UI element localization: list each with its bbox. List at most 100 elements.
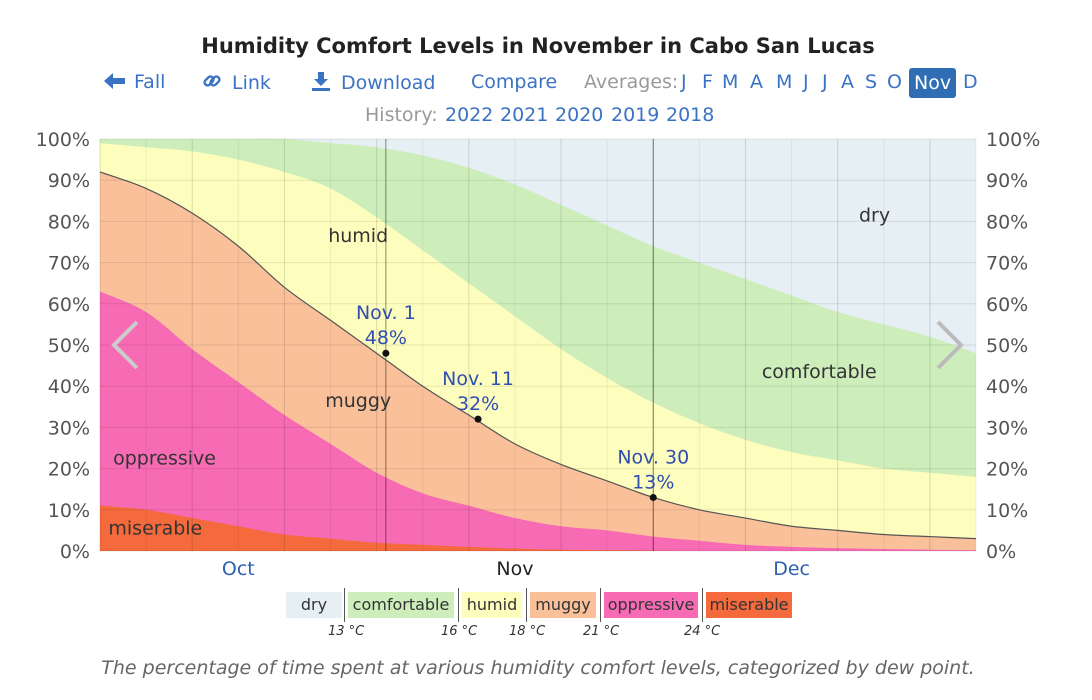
month-aug[interactable]: A — [841, 71, 854, 93]
link-label: Link — [232, 72, 271, 94]
y-tick-label-right: 10% — [986, 500, 1028, 522]
area-layers — [100, 138, 976, 552]
legend-humid: humid — [462, 592, 522, 618]
annotation-point — [382, 349, 390, 357]
chart-caption: The percentage of time spent at various … — [101, 657, 975, 679]
month-nov[interactable]: Nov — [909, 68, 957, 98]
legend-muggy: muggy — [530, 592, 596, 618]
y-tick-label-right: 70% — [986, 253, 1028, 275]
annotation-value: 32% — [457, 393, 499, 415]
annotation-date: Nov. 1 — [356, 302, 416, 324]
legend-separator — [702, 588, 703, 622]
y-tick-label-left: 70% — [48, 253, 90, 275]
y-tick-label-right: 50% — [986, 335, 1028, 357]
history-label: History: — [365, 104, 438, 126]
humidity-chart: 0% 10% 20% 30% 40% 50% 60% 70% 80% 90% 100% 0% 10% 2… — [36, 129, 1041, 580]
x-month-label: Nov — [496, 558, 533, 580]
y-tick-label-right: 100% — [986, 129, 1040, 151]
area-label-muggy: muggy — [325, 390, 391, 412]
annotation-date: Nov. 11 — [442, 368, 514, 390]
history-year-2021[interactable]: 2021 — [500, 104, 549, 126]
x-month-label: Dec — [773, 558, 810, 580]
annotation-point — [649, 493, 657, 501]
month-mar[interactable]: M — [722, 71, 739, 93]
threshold-24: 24 °C — [684, 624, 721, 639]
month-apr[interactable]: A — [750, 71, 763, 93]
legend-separator — [458, 588, 459, 622]
y-tick-label-left: 0% — [60, 541, 90, 563]
boundary-line — [99, 171, 977, 540]
nav-bar: Fall Link Download Compare Averages: J F… — [0, 68, 1092, 100]
area-label-oppressive: oppressive — [113, 447, 216, 469]
y-tick-label-left: 10% — [48, 500, 90, 522]
area-oppressive — [100, 291, 976, 551]
left-arrow-icon — [104, 73, 125, 89]
grid-lines — [99, 138, 977, 552]
history-year-2020[interactable]: 2020 — [555, 104, 604, 126]
link-link[interactable]: Link — [202, 71, 271, 94]
y-axis-left: 0% 10% 20% 30% 40% 50% 60% 70% 80% 90% 100% — [36, 129, 90, 563]
area-labels: dry comfortable humid muggy oppressive misera… — [108, 204, 890, 539]
y-tick-label-left: 30% — [48, 417, 90, 439]
month-feb[interactable]: F — [702, 71, 713, 93]
fall-label: Fall — [134, 71, 166, 93]
chart-title: Humidity Comfort Levels in November in C… — [201, 34, 875, 58]
y-tick-label-right: 0% — [986, 541, 1016, 563]
legend-separator — [600, 588, 601, 622]
month-jun[interactable]: J — [803, 71, 809, 93]
download-label: Download — [341, 72, 436, 94]
y-tick-label-left: 80% — [48, 211, 90, 233]
y-tick-label-right: 30% — [986, 417, 1028, 439]
threshold-21: 21 °C — [583, 624, 620, 639]
y-tick-label-left: 60% — [48, 294, 90, 316]
y-tick-label-right: 60% — [986, 294, 1028, 316]
month-sep[interactable]: S — [865, 71, 878, 93]
next-arrow-icon[interactable] — [936, 320, 964, 370]
legend-separator — [526, 588, 527, 622]
area-label-dry: dry — [859, 204, 890, 226]
x-month-label: Oct — [222, 558, 255, 580]
month-dec[interactable]: D — [963, 71, 978, 93]
legend-miserable: miserable — [706, 592, 792, 618]
area-miserable — [100, 505, 976, 552]
averages-label: Averages: — [584, 71, 679, 93]
annotation-point — [474, 415, 482, 423]
annotation-value: 48% — [365, 327, 407, 349]
y-axis-right: 0% 10% 20% 30% 40% 50% 60% 70% 80% 90% 100% — [986, 129, 1040, 563]
y-tick-label-right: 80% — [986, 211, 1028, 233]
legend-oppressive: oppressive — [604, 592, 698, 618]
y-tick-label-left: 50% — [48, 335, 90, 357]
y-tick-label-right: 20% — [986, 459, 1028, 481]
history-year-2018[interactable]: 2018 — [666, 104, 715, 126]
y-tick-label-left: 40% — [48, 376, 90, 398]
month-oct[interactable]: O — [887, 71, 902, 93]
y-tick-label-right: 40% — [986, 376, 1028, 398]
annotation-value: 13% — [632, 471, 674, 493]
download-icon — [312, 72, 330, 91]
history-year-2019[interactable]: 2019 — [611, 104, 660, 126]
compare-link[interactable]: Compare — [471, 71, 558, 93]
y-tick-label-right: 90% — [986, 170, 1028, 192]
legend-dry: dry — [286, 592, 342, 618]
month-jan[interactable]: J — [681, 71, 687, 93]
history-year-2022[interactable]: 2022 — [445, 104, 494, 126]
threshold-16: 16 °C — [441, 624, 478, 639]
x-axis: Oct Nov Dec — [222, 558, 810, 580]
legend-separator — [344, 588, 345, 622]
fall-link[interactable]: Fall — [104, 71, 165, 93]
area-label-humid: humid — [328, 225, 388, 247]
annotation-date: Nov. 30 — [617, 446, 689, 468]
threshold-13: 13 °C — [328, 624, 365, 639]
link-icon — [203, 75, 221, 87]
area-label-comfortable: comfortable — [762, 361, 877, 383]
prev-arrow-icon[interactable] — [111, 320, 139, 370]
y-tick-label-left: 90% — [48, 170, 90, 192]
download-link[interactable]: Download — [311, 71, 435, 94]
threshold-18: 18 °C — [509, 624, 546, 639]
legend-comfortable: comfortable — [348, 592, 454, 618]
y-tick-label-left: 20% — [48, 459, 90, 481]
muggy-boundary-line — [99, 171, 977, 540]
month-jul[interactable]: J — [822, 71, 828, 93]
annotations: Nov. 1 48% Nov. 11 32% Nov. 30 13% — [356, 302, 689, 501]
month-may[interactable]: M — [776, 71, 793, 93]
